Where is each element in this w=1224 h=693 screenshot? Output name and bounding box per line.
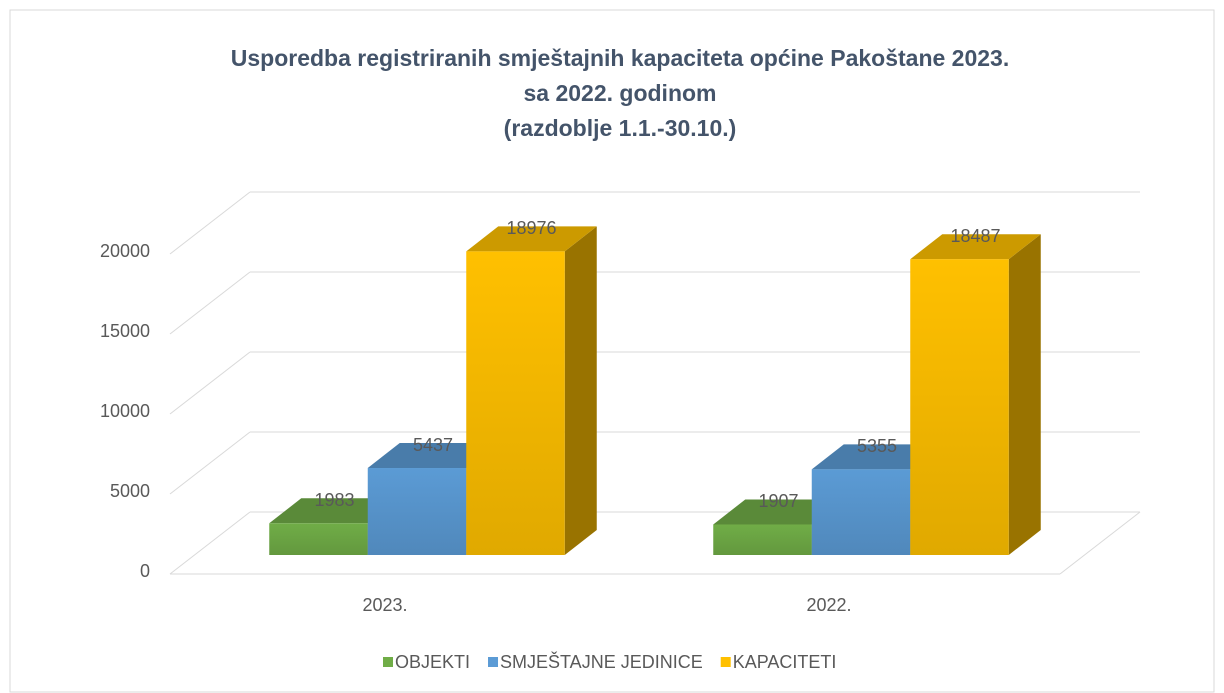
x-tick-label: 2022. — [806, 595, 851, 615]
x-tick-label: 2023. — [362, 595, 407, 615]
data-label: 1983 — [314, 490, 354, 510]
data-label: 18487 — [950, 226, 1000, 246]
bar — [910, 259, 1009, 555]
bar-top — [466, 226, 597, 252]
legend-label: OBJEKTI — [395, 652, 470, 672]
bar — [367, 468, 467, 555]
legend-label: SMJEŠTAJNE JEDINICE — [500, 651, 703, 672]
chart-title: Usporedba registriranih smještajnih kapa… — [231, 45, 1009, 71]
bar — [713, 524, 812, 555]
legend-swatch — [720, 657, 731, 667]
bar-top — [910, 234, 1041, 260]
bar — [811, 469, 911, 555]
data-label: 18976 — [506, 218, 556, 238]
bar-side — [1008, 234, 1041, 555]
y-tick-label: 20000 — [100, 241, 150, 261]
grid-line — [169, 431, 251, 495]
grid-line — [169, 351, 251, 415]
legend-swatch — [383, 657, 393, 667]
grid-line — [169, 511, 251, 575]
grid-line — [169, 191, 251, 255]
bar-side — [564, 226, 597, 555]
data-label: 5355 — [857, 436, 897, 456]
bar-top — [367, 443, 499, 469]
bar-top — [269, 498, 400, 524]
legend-label: KAPACITETI — [733, 652, 837, 672]
data-label: 1907 — [758, 491, 798, 511]
y-tick-label: 10000 — [100, 401, 150, 421]
bar — [269, 523, 368, 555]
grid-line — [169, 271, 251, 335]
chart-title: sa 2022. godinom — [523, 80, 716, 106]
bar-top — [811, 444, 943, 470]
legend-swatch — [488, 657, 499, 667]
bar-top — [713, 499, 844, 525]
data-label: 5437 — [413, 435, 453, 455]
y-tick-label: 0 — [140, 561, 150, 581]
chart-title: (razdoblje 1.1.-30.10.) — [504, 115, 737, 141]
y-tick-label: 5000 — [110, 481, 150, 501]
y-tick-label: 15000 — [100, 321, 150, 341]
bar — [466, 251, 565, 555]
floor-line — [1059, 511, 1141, 575]
